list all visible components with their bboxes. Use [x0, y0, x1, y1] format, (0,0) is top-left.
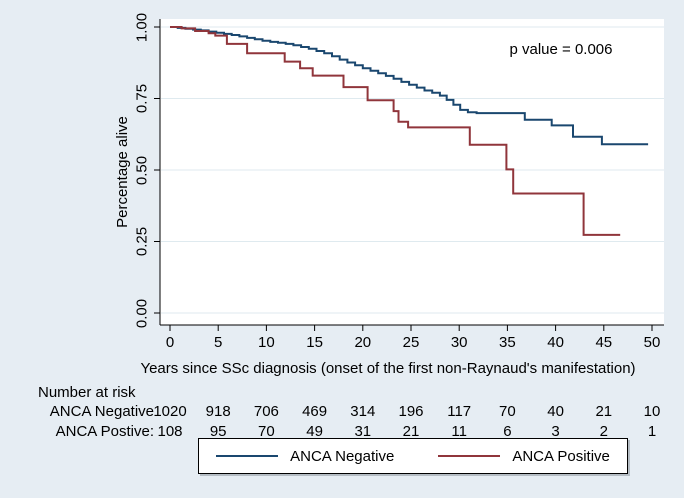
risk-row-label: ANCA Negative [49, 403, 154, 420]
risk-count: 95 [209, 423, 227, 440]
legend-line-swatch [216, 455, 279, 457]
x-tick-label: 10 [258, 334, 275, 351]
risk-count: 2 [599, 423, 608, 440]
y-tick-label: 0.00 [133, 298, 151, 328]
risk-count: 117 [447, 403, 472, 420]
y-axis-title: Percentage alive [114, 116, 131, 228]
risk-count: 6 [503, 423, 512, 440]
risk-row-label: ANCA Postive: [55, 423, 154, 440]
risk-count: 1020 [153, 403, 187, 420]
risk-count: 11 [451, 423, 467, 440]
legend-label: ANCA Negative [290, 447, 395, 465]
risk-count: 70 [258, 423, 275, 440]
x-tick-label: 20 [354, 334, 372, 351]
y-tick-label: 0.25 [133, 226, 151, 257]
risk-count: 10 [643, 403, 661, 420]
x-tick-label: 15 [306, 334, 323, 351]
risk-count: 918 [205, 403, 231, 420]
x-tick-label: 25 [402, 334, 420, 351]
legend-line-swatch [438, 455, 501, 457]
x-tick-label: 35 [499, 334, 516, 351]
risk-count: 706 [253, 403, 279, 420]
x-tick-label: 0 [165, 334, 175, 351]
risk-count: 196 [398, 403, 424, 420]
risk-count: 21 [595, 403, 613, 420]
x-tick-label: 30 [450, 334, 468, 351]
risk-count: 49 [306, 423, 323, 440]
x-tick-label: 45 [595, 334, 613, 351]
risk-count: 108 [157, 423, 183, 440]
risk-count: 31 [354, 423, 372, 440]
plot-area [160, 19, 664, 325]
risk-count: 70 [499, 403, 516, 420]
legend-item: ANCA Positive [438, 448, 610, 465]
y-tick-label: 0.75 [133, 83, 151, 114]
x-tick-label: 40 [547, 334, 564, 351]
risk-count: 1 [647, 423, 657, 440]
legend: ANCA Negative ANCA Positive [198, 438, 628, 474]
km-curve-anca-negative [170, 26, 649, 146]
x-tick-label: 50 [643, 334, 661, 351]
legend-label: ANCA Positive [512, 447, 610, 465]
risk-count: 3 [551, 423, 560, 440]
x-tick-label: 5 [214, 334, 223, 351]
risk-count: 469 [302, 403, 328, 420]
km-curve-anca-positive [170, 26, 621, 236]
risk-count: 314 [350, 403, 376, 420]
risk-table-title: Number at risk [38, 384, 136, 401]
x-axis-title: Years since SSc diagnosis (onset of the … [140, 360, 636, 377]
y-tick-label: 1.00 [133, 12, 151, 42]
p-value-annotation: p value = 0.006 [509, 41, 613, 58]
y-tick-label: 0.50 [133, 155, 151, 185]
risk-count: 21 [402, 423, 420, 440]
legend-item: ANCA Negative [216, 448, 394, 465]
risk-count: 40 [547, 403, 564, 420]
